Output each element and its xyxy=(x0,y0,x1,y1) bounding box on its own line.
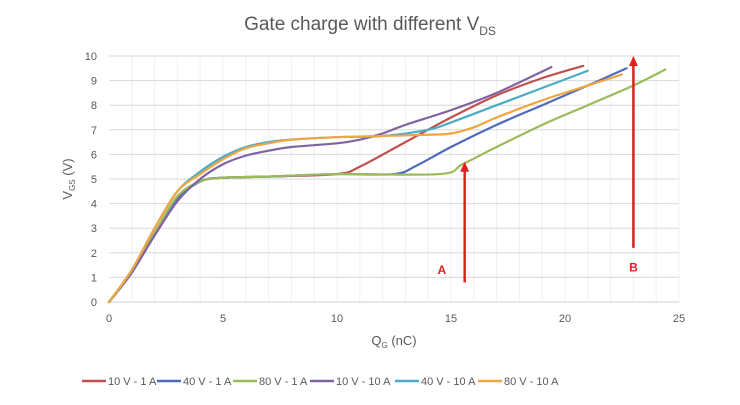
y-tick-label: 0 xyxy=(91,297,97,309)
y-tick-label: 8 xyxy=(91,100,97,112)
legend-entry: 40 V - 1 A xyxy=(183,376,232,388)
arrow-head-a xyxy=(460,161,470,172)
legend-entry: 10 V - 1 A xyxy=(108,376,157,388)
x-tick-label: 25 xyxy=(673,313,685,325)
y-tick-label: 5 xyxy=(91,174,97,186)
legend-entry: 80 V - 10 A xyxy=(504,376,559,388)
x-tick-label: 15 xyxy=(445,313,457,325)
legend-entry: 10 V - 10 A xyxy=(336,376,391,388)
y-tick-label: 9 xyxy=(91,76,97,88)
series-line-80v-10a xyxy=(107,73,624,304)
chart-title: Gate charge with different VDS xyxy=(244,14,496,38)
annotation-label-a: A xyxy=(438,263,447,277)
y-tick-label: 7 xyxy=(91,125,97,137)
y-tick-label: 3 xyxy=(91,223,97,235)
series-line-10v-10a xyxy=(107,65,553,304)
annotation-label-b: B xyxy=(629,261,638,275)
legend-entry: 80 V - 1 A xyxy=(259,376,308,388)
series-line-40v-1a xyxy=(107,67,628,304)
tick-labels: 0 1 2 3 4 5 6 7 8 9 10 0 5 10 15 20 25 xyxy=(85,51,685,325)
y-tick-label: 4 xyxy=(91,199,97,211)
legend: 10 V - 1 A 40 V - 1 A 80 V - 1 A 10 V - 10 … xyxy=(82,376,559,388)
y-tick-label: 6 xyxy=(91,149,97,161)
x-tick-label: 5 xyxy=(220,313,226,325)
series-lines xyxy=(107,64,667,304)
x-axis-label: QG (nC) xyxy=(371,333,416,350)
y-tick-label: 1 xyxy=(91,272,97,284)
series-line-10v-1a xyxy=(107,64,585,304)
x-tick-label: 10 xyxy=(331,313,343,325)
x-tick-label: 0 xyxy=(106,313,112,325)
x-tick-label: 20 xyxy=(559,313,571,325)
y-tick-label: 10 xyxy=(85,51,97,63)
y-tick-label: 2 xyxy=(91,248,97,260)
series-line-80v-1a xyxy=(107,68,667,304)
legend-entry: 40 V - 10 A xyxy=(421,376,476,388)
arrow-head-b xyxy=(628,56,638,66)
y-axis-label: VGS (V) xyxy=(60,158,77,199)
